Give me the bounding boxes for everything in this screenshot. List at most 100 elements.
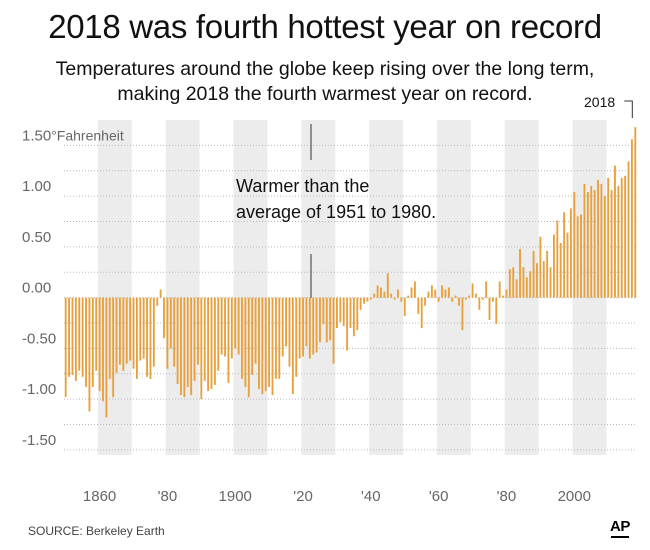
bar-1897 bbox=[224, 297, 226, 357]
bar-1990 bbox=[539, 236, 542, 298]
bar-2017 bbox=[630, 139, 633, 298]
bar-1922 bbox=[308, 297, 311, 359]
bar-1868 bbox=[125, 297, 128, 364]
bar-1981 bbox=[508, 269, 511, 298]
bar-1894 bbox=[213, 297, 216, 385]
bar-1887 bbox=[190, 297, 193, 396]
bar-1954 bbox=[417, 297, 420, 314]
ap-logo: AP bbox=[610, 518, 630, 538]
bar-1869 bbox=[129, 297, 132, 361]
bar-1961 bbox=[441, 285, 443, 298]
bar-1890 bbox=[200, 297, 203, 400]
bar-series bbox=[64, 127, 637, 418]
highlight-2018: 2018 bbox=[584, 94, 633, 118]
bar-2004 bbox=[586, 192, 589, 298]
bar-1987 bbox=[529, 271, 532, 298]
bar-1997 bbox=[563, 212, 566, 298]
y-tick-label: 1.00 bbox=[22, 178, 51, 195]
bar-1915 bbox=[285, 297, 288, 347]
bar-1962 bbox=[444, 289, 447, 298]
bar-1917 bbox=[291, 297, 294, 395]
bar-1980 bbox=[505, 289, 508, 298]
bar-1948 bbox=[397, 289, 399, 298]
bar-1991 bbox=[542, 261, 545, 298]
bar-1903 bbox=[244, 297, 247, 387]
y-unit-label: °Fahrenheit bbox=[51, 127, 124, 143]
bar-1979 bbox=[502, 295, 505, 298]
bar-1953 bbox=[413, 281, 416, 298]
bar-1940 bbox=[369, 297, 372, 300]
bar-1965 bbox=[454, 295, 457, 298]
bar-1855 bbox=[81, 297, 84, 377]
highlight-year-label: 2018 bbox=[584, 94, 615, 110]
bar-1895 bbox=[217, 297, 220, 371]
bar-1857 bbox=[88, 297, 91, 412]
bar-1946 bbox=[390, 293, 393, 298]
bar-1883 bbox=[176, 297, 179, 384]
bar-1875 bbox=[149, 297, 152, 379]
bar-1867 bbox=[122, 297, 125, 371]
annotation-line-1: Warmer than the bbox=[236, 176, 369, 196]
bar-1951 bbox=[407, 295, 410, 298]
annotation-line-2: average of 1951 to 1980. bbox=[236, 202, 436, 222]
bar-1881 bbox=[169, 297, 172, 349]
bar-1966 bbox=[458, 297, 460, 306]
bar-1851 bbox=[68, 297, 71, 377]
bar-1906 bbox=[254, 297, 257, 364]
bar-2012 bbox=[614, 165, 616, 298]
bar-1907 bbox=[258, 297, 260, 390]
bar-1892 bbox=[207, 297, 210, 392]
bar-1959 bbox=[434, 289, 437, 298]
chart-title: 2018 was fourth hottest year on record bbox=[48, 8, 602, 45]
bar-1919 bbox=[298, 297, 301, 359]
bar-1880 bbox=[166, 297, 169, 369]
bar-1985 bbox=[522, 267, 525, 298]
bar-1863 bbox=[108, 297, 111, 379]
bar-1973 bbox=[481, 297, 484, 300]
bar-1916 bbox=[288, 297, 291, 367]
bar-1978 bbox=[498, 281, 501, 298]
bar-1939 bbox=[366, 297, 369, 302]
bar-1861 bbox=[102, 297, 104, 402]
bar-1957 bbox=[427, 291, 430, 298]
bar-1988 bbox=[532, 250, 535, 298]
y-tick-label: 0.00 bbox=[22, 280, 51, 297]
bar-1944 bbox=[383, 291, 386, 298]
bar-1879 bbox=[163, 297, 165, 339]
grid-lines bbox=[64, 144, 637, 451]
bar-1918 bbox=[295, 297, 298, 377]
y-tick-label: 0.50 bbox=[22, 229, 51, 246]
bar-1860 bbox=[98, 297, 101, 392]
bar-1943 bbox=[380, 287, 382, 298]
bar-1864 bbox=[112, 297, 115, 398]
bar-1963 bbox=[447, 287, 450, 298]
bar-2014 bbox=[620, 177, 623, 298]
decade-band-1900 bbox=[233, 120, 268, 455]
bar-1921 bbox=[305, 297, 308, 347]
bar-1992 bbox=[546, 250, 549, 298]
bar-1923 bbox=[312, 297, 315, 355]
bar-1899 bbox=[230, 297, 233, 359]
bar-2000 bbox=[573, 192, 576, 298]
bar-1893 bbox=[210, 297, 213, 390]
source-note: SOURCE: Berkeley Earth bbox=[28, 524, 165, 538]
bar-2009 bbox=[603, 196, 606, 298]
bar-1924 bbox=[315, 297, 318, 353]
bar-1886 bbox=[186, 297, 189, 387]
annotation-group: Warmer than the average of 1951 to 1980. bbox=[236, 124, 436, 298]
bar-1927 bbox=[325, 297, 328, 343]
bar-1945 bbox=[386, 273, 389, 298]
y-axis-labels: 1.50°Fahrenheit 1.00 0.50 0.00 -0.50 -1.00 -1.… bbox=[22, 127, 124, 449]
bar-1898 bbox=[227, 297, 230, 383]
bar-2018 bbox=[634, 127, 637, 298]
bar-1970 bbox=[471, 283, 474, 298]
bar-1971 bbox=[475, 293, 477, 298]
bar-1956 bbox=[424, 297, 427, 306]
bar-1853 bbox=[74, 297, 77, 381]
bar-1968 bbox=[464, 297, 467, 300]
bar-1850 bbox=[64, 297, 67, 398]
decade-band-1920 bbox=[301, 120, 336, 455]
bar-1866 bbox=[119, 297, 121, 365]
chart-subtitle: Temperatures around the globe keep risin… bbox=[55, 58, 595, 105]
bar-1914 bbox=[281, 297, 284, 357]
